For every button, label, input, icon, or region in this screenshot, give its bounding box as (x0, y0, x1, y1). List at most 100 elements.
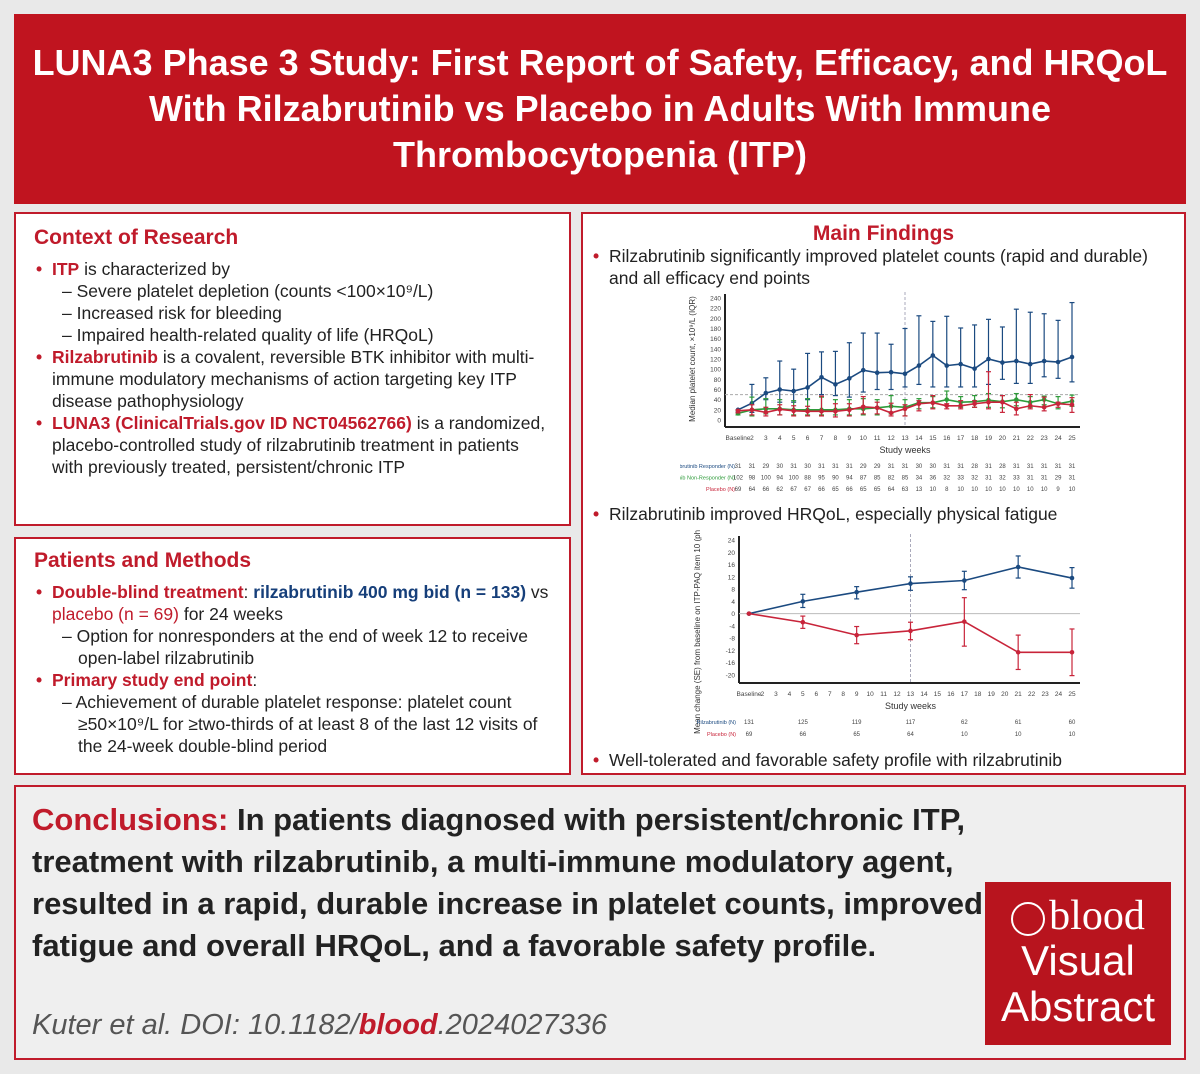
y-tick-label: 180 (710, 326, 721, 333)
logo-line-1: Visual (1021, 937, 1135, 984)
y-tick-label: 240 (710, 296, 721, 303)
data-point (800, 599, 806, 604)
n-value: 31 (943, 464, 950, 470)
methods-heading: Patients and Methods (34, 549, 252, 572)
n-value: 31 (735, 464, 742, 470)
bullet-bold: LUNA3 (ClinicalTrials.gov ID NCT04562766… (52, 413, 412, 433)
n-value: 33 (957, 476, 964, 482)
n-value: 87 (860, 476, 867, 482)
data-point (1069, 649, 1075, 655)
n-value: 10 (1013, 487, 1020, 493)
x-tick-label: 24 (1055, 691, 1063, 698)
data-point (1014, 397, 1019, 402)
data-point (777, 407, 783, 412)
y-tick-label: -4 (729, 623, 735, 630)
x-tick-label: 11 (874, 435, 881, 442)
n-value: 10 (971, 487, 978, 493)
y-axis-label: Mean change (SE) from baseline on ITP-PA… (693, 530, 702, 734)
y-tick-label: -20 (726, 673, 736, 680)
x-tick-label: 23 (1041, 691, 1049, 698)
n-value: 64 (888, 487, 895, 493)
n-value: 64 (907, 732, 914, 738)
y-tick-label: -8 (729, 636, 735, 643)
citation-suffix: .2024027336 (437, 1009, 607, 1041)
n-value: 67 (790, 487, 797, 493)
n-value: 31 (1069, 464, 1076, 470)
n-value: 85 (902, 476, 909, 482)
bullet-text: vs (526, 582, 549, 602)
n-value: 31 (1069, 476, 1076, 482)
y-tick-label: 80 (714, 377, 722, 384)
bullet-text: : (243, 582, 254, 602)
n-value: 98 (749, 476, 756, 482)
data-point (986, 356, 991, 362)
n-value: 31 (888, 464, 895, 470)
y-tick-label: 60 (714, 387, 722, 394)
n-value: 90 (832, 476, 839, 482)
y-tick-label: 160 (710, 336, 721, 343)
data-point (944, 363, 950, 368)
bullet-bold: Rilzabrutinib (52, 347, 158, 367)
data-point (962, 619, 967, 624)
n-value: 10 (929, 487, 936, 493)
n-value: 10 (957, 487, 964, 493)
context-panel: Context of Research ITP is characterized… (14, 212, 571, 526)
x-tick-label: 2 (750, 435, 754, 442)
n-value: 100 (761, 476, 772, 482)
n-row-label: Placebo (N) (707, 732, 736, 738)
data-point (888, 369, 894, 375)
context-bullet: LUNA3 (ClinicalTrials.gov ID NCT04562766… (34, 412, 551, 478)
bullet-bold: Double-blind treatment (52, 582, 244, 602)
data-point (944, 397, 950, 402)
n-value: 64 (749, 487, 756, 493)
n-value: 32 (999, 476, 1006, 482)
y-tick-label: 100 (710, 367, 721, 374)
n-value: 85 (874, 476, 881, 482)
n-value: 31 (985, 476, 992, 482)
bullet-text: : (252, 670, 258, 690)
n-value: 31 (1055, 464, 1062, 470)
data-point (735, 408, 741, 414)
sub-bullet: – Option for nonresponders at the end of… (62, 626, 528, 668)
data-point (962, 578, 967, 583)
data-point (1055, 359, 1061, 365)
data-point (777, 387, 783, 392)
citation-journal: blood (358, 1009, 438, 1041)
n-value: 119 (852, 720, 862, 726)
n-value: 10 (1041, 487, 1048, 493)
n-value: 60 (1069, 720, 1076, 726)
x-tick-label: 21 (1015, 691, 1023, 698)
n-value: 31 (1027, 464, 1034, 470)
data-point (1014, 358, 1019, 364)
x-tick-label: 16 (947, 691, 955, 698)
data-point (791, 388, 796, 394)
n-value: 69 (746, 732, 753, 738)
data-point (847, 376, 852, 381)
y-tick-label: -12 (726, 648, 736, 655)
x-tick-label: 6 (806, 435, 810, 442)
n-row-label: Rilzabrutinib Responder (N) (680, 464, 735, 470)
data-point (1014, 406, 1019, 412)
n-value: 63 (902, 487, 909, 493)
n-value: 66 (846, 487, 853, 493)
x-tick-label: 8 (834, 435, 838, 442)
x-tick-label: 14 (915, 435, 923, 442)
x-tick-label: 9 (855, 691, 859, 698)
sub-bullet: – Increased risk for bleeding (62, 303, 282, 323)
n-value: 30 (929, 464, 936, 470)
data-point (833, 382, 838, 387)
data-point (1041, 358, 1047, 364)
y-tick-label: 200 (710, 316, 721, 323)
data-point (958, 361, 963, 367)
x-tick-label: 22 (1027, 435, 1035, 442)
n-value: 66 (818, 487, 825, 493)
y-tick-label: 8 (731, 587, 735, 594)
data-point (972, 401, 977, 407)
y-axis-label: Median platelet count, ×10⁹/L (IQR) (688, 296, 697, 422)
x-tick-label: 18 (974, 691, 982, 698)
data-point (874, 405, 880, 411)
n-value: 31 (832, 464, 839, 470)
citation[interactable]: Kuter et al. DOI: 10.1182/blood.20240273… (32, 1009, 607, 1042)
data-point (930, 400, 936, 406)
